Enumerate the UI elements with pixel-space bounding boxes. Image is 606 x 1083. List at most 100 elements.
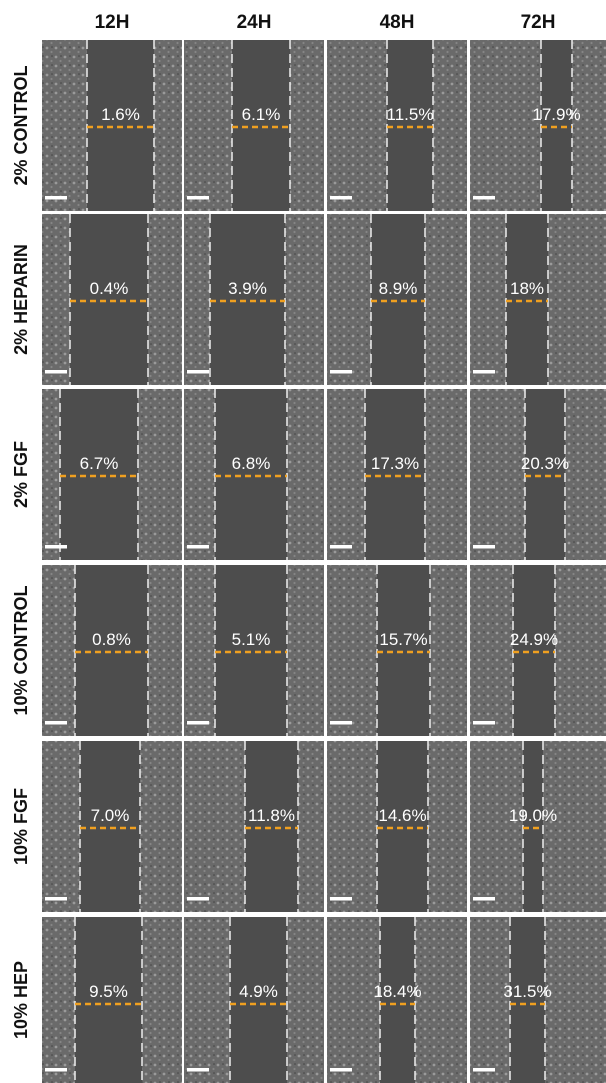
panel: 20.3% (470, 389, 606, 560)
scale-bar (473, 721, 495, 725)
scale-bar (187, 721, 209, 725)
wound-gap (80, 741, 140, 912)
closure-percent: 0.4% (90, 279, 129, 298)
closure-percent: 18% (510, 279, 544, 298)
panel: 18.4% (327, 917, 467, 1083)
scale-bar (330, 897, 352, 901)
wound-gap (232, 40, 290, 211)
wound-gap (60, 389, 138, 560)
figure: 12H 24H 48H 72H 2% CONTROL 1.6% 6.1% 11.5% 17.9%… (0, 0, 606, 1083)
wound-gap (210, 214, 285, 385)
scale-bar (473, 897, 495, 901)
scale-bar (187, 370, 209, 374)
wound-gap (371, 214, 425, 385)
closure-percent: 7.0% (91, 806, 130, 825)
closure-percent: 18.4% (373, 982, 421, 1001)
scale-bar (45, 1068, 67, 1072)
scale-bar (45, 370, 67, 374)
scale-bar (187, 897, 209, 901)
scale-bar (45, 196, 67, 200)
wound-gap (377, 741, 428, 912)
panel: 9.5% (42, 917, 182, 1083)
row-label: 2% CONTROL (11, 65, 31, 185)
wound-gap (525, 389, 565, 560)
closure-percent: 6.1% (242, 105, 281, 124)
panel: 6.8% (184, 389, 324, 560)
panel: 24.9% (470, 565, 606, 736)
closure-percent: 19.0% (509, 806, 557, 825)
scale-bar (330, 370, 352, 374)
panel: 17.9% (470, 40, 606, 211)
wound-gap (506, 214, 548, 385)
scale-bar (187, 196, 209, 200)
scale-bar (187, 545, 209, 549)
wound-gap (365, 389, 425, 560)
wound-gap (215, 565, 287, 736)
closure-percent: 6.8% (232, 454, 271, 473)
closure-percent: 31.5% (503, 982, 551, 1001)
column-header: 48H (380, 12, 415, 33)
panel: 1.6% (42, 40, 182, 211)
panel: 15.7% (327, 565, 467, 736)
column-header: 24H (237, 12, 272, 33)
panel: 14.6% (327, 741, 467, 912)
closure-percent: 15.7% (379, 630, 427, 649)
closure-percent: 20.3% (521, 454, 569, 473)
wound-gap (541, 40, 572, 211)
column-header: 72H (521, 12, 556, 33)
panel: 0.8% (42, 565, 182, 736)
row-label: 10% FGF (11, 788, 31, 865)
panel: 6.1% (184, 40, 324, 211)
wound-gap (523, 741, 543, 912)
closure-percent: 0.8% (92, 630, 131, 649)
panel: 5.1% (184, 565, 324, 736)
scale-bar (473, 196, 495, 200)
scale-bar (473, 1068, 495, 1072)
row-label: 10% CONTROL (11, 585, 31, 715)
closure-percent: 24.9% (510, 630, 558, 649)
closure-percent: 4.9% (239, 982, 278, 1001)
closure-percent: 6.7% (80, 454, 119, 473)
wound-gap (70, 214, 148, 385)
column-header: 12H (95, 12, 130, 33)
row-label: 2% HEPARIN (11, 244, 31, 355)
scale-bar (473, 545, 495, 549)
scale-bar (187, 1068, 209, 1072)
scale-bar (330, 545, 352, 549)
row-label: 10% HEP (11, 961, 31, 1039)
wound-gap (75, 565, 148, 736)
scale-bar (45, 721, 67, 725)
closure-percent: 11.5% (387, 105, 434, 124)
scale-bar (330, 1068, 352, 1072)
row-label: 2% FGF (11, 441, 31, 508)
closure-percent: 9.5% (89, 982, 128, 1001)
wound-gap (513, 565, 555, 736)
wound-gap (387, 40, 433, 211)
wound-gap (245, 741, 298, 912)
wound-gap (377, 565, 430, 736)
panel: 0.4% (42, 214, 182, 385)
panel: 11.5% (327, 40, 467, 211)
panel: 11.8% (184, 741, 324, 912)
scale-bar (473, 370, 495, 374)
scale-bar (45, 897, 67, 901)
closure-percent: 17.9% (532, 105, 580, 124)
panel-image (470, 40, 606, 211)
panel: 31.5% (470, 917, 606, 1083)
panel: 19.0% (470, 741, 606, 912)
wound-gap (215, 389, 287, 560)
closure-percent: 14.6% (378, 806, 426, 825)
wound-gap (87, 40, 154, 211)
panel: 18% (470, 214, 606, 385)
scale-bar (330, 721, 352, 725)
closure-percent: 17.3% (371, 454, 419, 473)
panel: 6.7% (42, 389, 182, 560)
scale-bar (45, 545, 67, 549)
closure-percent: 8.9% (379, 279, 418, 298)
panel: 8.9% (327, 214, 467, 385)
closure-percent: 11.8% (248, 806, 295, 825)
panel: 4.9% (184, 917, 324, 1083)
panel: 3.9% (184, 214, 324, 385)
closure-percent: 5.1% (232, 630, 271, 649)
panel: 17.3% (327, 389, 467, 560)
